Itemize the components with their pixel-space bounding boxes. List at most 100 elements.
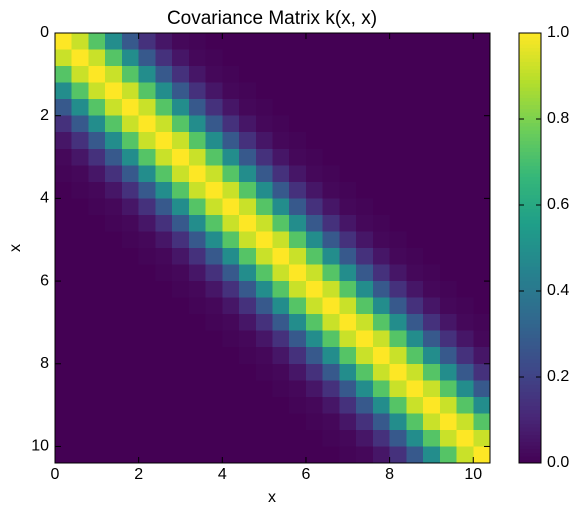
heatmap-cell <box>339 347 357 365</box>
heatmap-cell <box>155 363 173 381</box>
heatmap-cell <box>322 181 340 199</box>
heatmap-cell <box>272 380 290 398</box>
heatmap-cell <box>372 148 391 166</box>
colorbar-slice <box>519 369 541 374</box>
heatmap-cell <box>456 380 474 398</box>
heatmap-cell <box>473 214 491 232</box>
y-tick-label: 0 <box>40 24 49 41</box>
heatmap-cell <box>188 181 206 199</box>
heatmap-cell <box>456 148 474 166</box>
heatmap-cell <box>423 82 441 100</box>
colorbar-slice <box>519 183 541 188</box>
heatmap-cell <box>272 181 290 199</box>
colorbar-tick-label: 0.4 <box>547 282 569 299</box>
heatmap-cell <box>356 198 374 216</box>
heatmap-cell <box>222 314 240 332</box>
colorbar-slice <box>519 308 541 313</box>
heatmap-cell <box>71 148 89 166</box>
heatmap-cell <box>339 396 357 414</box>
heatmap-cell <box>389 429 407 447</box>
heatmap-cell <box>239 347 257 365</box>
heatmap-cell <box>389 297 407 315</box>
heatmap-cell <box>456 132 474 150</box>
colorbar-slice <box>519 240 541 245</box>
heatmap-cell <box>138 214 156 232</box>
heatmap-cell <box>406 231 424 249</box>
heatmap-cell <box>406 214 424 232</box>
colorbar-slice <box>519 402 541 407</box>
heatmap-cell <box>172 148 190 166</box>
colorbar-slice <box>519 269 541 274</box>
heatmap-cell <box>88 181 106 199</box>
heatmap-cell <box>439 214 457 232</box>
heatmap-cell <box>138 396 156 414</box>
heatmap-cell <box>322 297 340 315</box>
heatmap-cell <box>439 49 457 67</box>
heatmap-cell <box>406 33 424 50</box>
heatmap-cell <box>71 330 89 348</box>
heatmap-cell <box>172 413 190 431</box>
heatmap-cell <box>473 49 491 67</box>
colorbar-slice <box>519 337 541 342</box>
heatmap-cell <box>105 314 123 332</box>
heatmap-cell <box>155 281 173 299</box>
heatmap-cell <box>389 49 407 67</box>
heatmap-cell <box>322 330 340 348</box>
heatmap-cell <box>88 363 106 381</box>
heatmap-cell <box>205 281 223 299</box>
heatmap-cell <box>322 347 340 365</box>
heatmap-cell <box>339 132 357 150</box>
heatmap-cell <box>205 413 223 431</box>
heatmap-cell <box>356 99 374 117</box>
heatmap-cell <box>105 330 123 348</box>
heatmap-cell <box>121 214 140 232</box>
heatmap-cell <box>155 66 173 84</box>
heatmap-cell <box>372 49 391 67</box>
heatmap-cell <box>239 198 257 216</box>
colorbar-slice <box>519 416 541 421</box>
heatmap-cell <box>423 314 441 332</box>
heatmap-cell <box>356 49 374 67</box>
heatmap-cell <box>439 99 457 117</box>
heatmap-cell <box>205 330 223 348</box>
colorbar-slice <box>519 90 541 95</box>
heatmap-cell <box>188 314 206 332</box>
heatmap-cell <box>222 297 240 315</box>
colorbar-slice <box>519 144 541 149</box>
colorbar-slice <box>519 312 541 317</box>
heatmap-cell <box>121 264 140 282</box>
heatmap-cell <box>423 248 441 265</box>
heatmap-cell <box>105 66 123 84</box>
colorbar-tick-label: 0.2 <box>547 368 569 385</box>
heatmap-cell <box>389 347 407 365</box>
heatmap-cell <box>105 132 123 150</box>
heatmap-cell <box>389 214 407 232</box>
heatmap-cell <box>305 396 324 414</box>
heatmap-cell <box>55 115 73 133</box>
heatmap-cell <box>255 198 273 216</box>
heatmap-cell <box>222 115 240 133</box>
colorbar-slice <box>519 129 541 134</box>
heatmap-cell <box>289 297 307 315</box>
heatmap-cell <box>205 446 223 464</box>
heatmap-cell <box>155 231 173 249</box>
heatmap-cell <box>172 446 190 464</box>
heatmap-cell <box>222 82 240 100</box>
heatmap-cell <box>105 281 123 299</box>
plot-frame <box>54 32 491 464</box>
colorbar-slice <box>519 61 541 66</box>
colorbar-slice <box>519 362 541 367</box>
colorbar-slice <box>519 448 541 453</box>
heatmap-cell <box>55 413 73 431</box>
heatmap-cell <box>473 281 491 299</box>
colorbar-slice <box>519 380 541 385</box>
heatmap-cell <box>406 429 424 447</box>
heatmap-cell <box>121 330 140 348</box>
chart-title: Covariance Matrix k(x, x) <box>167 8 377 29</box>
heatmap-cell <box>121 165 140 183</box>
heatmap-cell <box>172 347 190 365</box>
heatmap-cell <box>188 33 206 50</box>
colorbar-slice <box>519 423 541 428</box>
heatmap-cell <box>289 66 307 84</box>
heatmap-cell <box>55 181 73 199</box>
